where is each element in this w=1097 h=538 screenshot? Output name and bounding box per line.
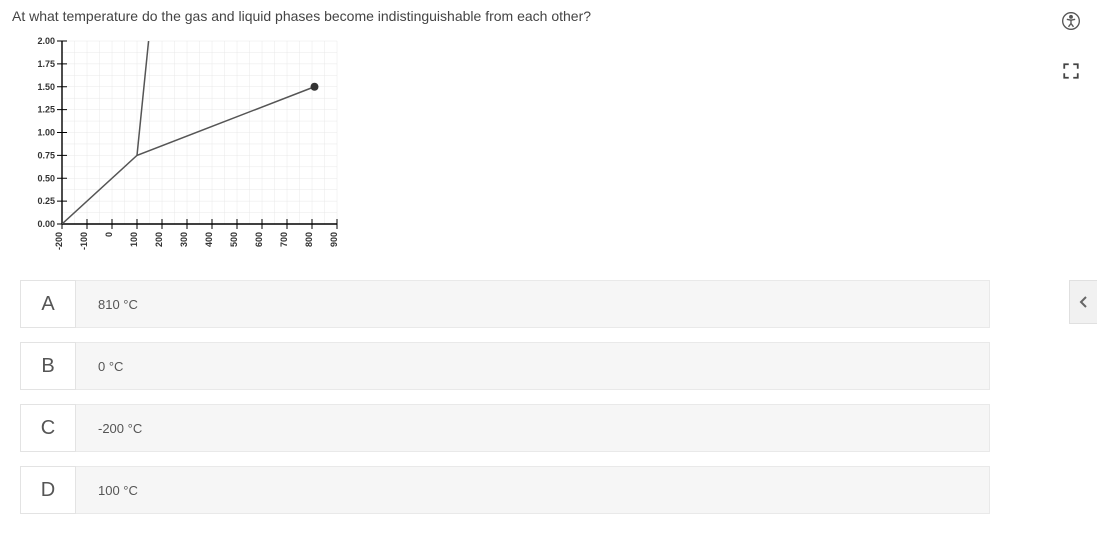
fullscreen-icon[interactable]: [1054, 54, 1088, 88]
svg-text:0: 0: [104, 232, 114, 237]
answer-text: 810 °C: [76, 280, 990, 328]
svg-text:700: 700: [279, 232, 289, 247]
answer-text: 0 °C: [76, 342, 990, 390]
svg-text:400: 400: [204, 232, 214, 247]
svg-text:200: 200: [154, 232, 164, 247]
svg-text:1.75: 1.75: [37, 59, 55, 69]
answer-letter: A: [20, 280, 76, 328]
svg-text:1.50: 1.50: [37, 82, 55, 92]
answer-option-a[interactable]: A810 °C: [20, 280, 990, 328]
accessibility-icon[interactable]: [1054, 4, 1088, 38]
svg-text:0.25: 0.25: [37, 196, 55, 206]
svg-text:2.00: 2.00: [37, 36, 55, 46]
answer-text: 100 °C: [76, 466, 990, 514]
svg-text:1.00: 1.00: [37, 128, 55, 138]
svg-text:900: 900: [329, 232, 339, 247]
svg-text:0.00: 0.00: [37, 219, 55, 229]
svg-text:100: 100: [129, 232, 139, 247]
svg-text:600: 600: [254, 232, 264, 247]
answer-text: -200 °C: [76, 404, 990, 452]
answer-list: A810 °CB0 °CC-200 °CD100 °C: [20, 280, 990, 514]
svg-text:0.75: 0.75: [37, 150, 55, 160]
svg-text:300: 300: [179, 232, 189, 247]
phase-diagram-chart: -200 -100 0 100 200 300 400 500 600 700 800 900 0.00…: [22, 36, 342, 266]
svg-text:-100: -100: [79, 232, 89, 250]
svg-text:500: 500: [229, 232, 239, 247]
svg-text:1.25: 1.25: [37, 105, 55, 115]
answer-option-b[interactable]: B0 °C: [20, 342, 990, 390]
answer-letter: B: [20, 342, 76, 390]
answer-option-c[interactable]: C-200 °C: [20, 404, 990, 452]
question-text: At what temperature do the gas and liqui…: [12, 8, 1040, 24]
right-rail: [1049, 4, 1093, 88]
svg-text:-200: -200: [54, 232, 64, 250]
svg-text:0.50: 0.50: [37, 173, 55, 183]
answer-letter: D: [20, 466, 76, 514]
svg-text:800: 800: [304, 232, 314, 247]
collapse-tab[interactable]: [1069, 280, 1097, 324]
answer-letter: C: [20, 404, 76, 452]
answer-option-d[interactable]: D100 °C: [20, 466, 990, 514]
